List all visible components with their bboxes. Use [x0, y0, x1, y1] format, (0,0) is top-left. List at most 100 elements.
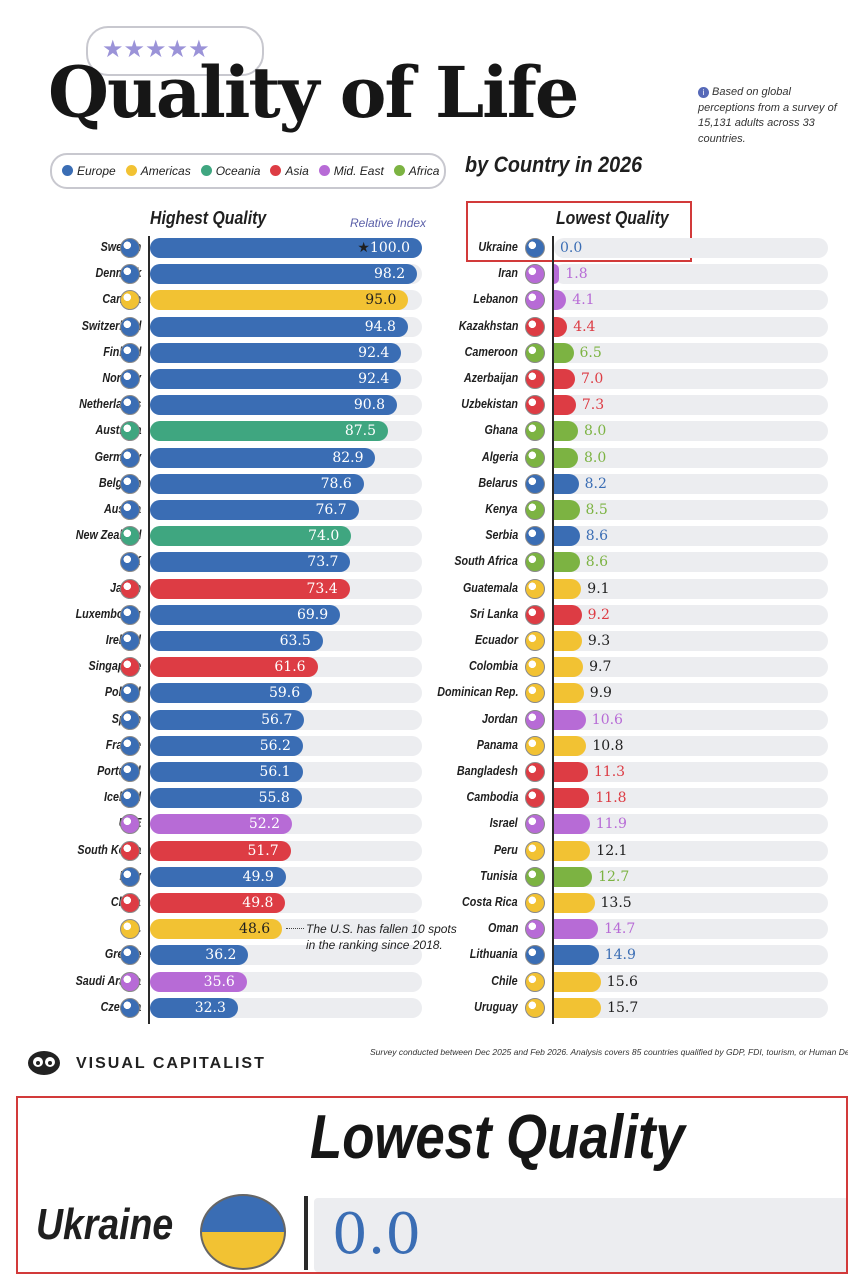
data-label: 14.9	[604, 947, 636, 964]
data-label-value: 95.0	[365, 292, 397, 309]
stars-bubble: ★★★★★	[86, 26, 264, 76]
bar-track	[554, 919, 828, 940]
flag-icon	[120, 578, 140, 599]
country-label: Kazakhstan	[458, 318, 518, 333]
flag-icon	[120, 762, 140, 782]
legend-dot-icon	[318, 165, 330, 176]
data-label-value: 92.4	[358, 344, 390, 361]
bar-track	[554, 526, 828, 547]
flag-icon	[120, 814, 140, 835]
data-label: 32.3	[195, 998, 226, 1018]
data-bar	[554, 971, 601, 992]
country-label: Costa Rica	[462, 895, 518, 909]
flag-icon	[120, 473, 140, 494]
bar-track	[554, 604, 828, 625]
data-label: 56.1	[259, 762, 290, 782]
data-bar	[150, 473, 364, 494]
data-label: 12.7	[598, 868, 630, 885]
bar-track	[554, 369, 828, 389]
country-label: Ecuador	[474, 633, 518, 647]
data-label: 94.8	[365, 317, 396, 337]
bar-track	[554, 631, 828, 651]
data-bar	[554, 997, 602, 1018]
bar-track	[554, 814, 828, 835]
data-label-value: 78.6	[320, 475, 352, 492]
data-bar	[150, 604, 341, 625]
data-bar	[150, 526, 352, 547]
data-bar	[150, 762, 303, 782]
flag-icon	[120, 395, 140, 416]
bar-track	[554, 657, 828, 678]
flag-icon	[120, 657, 140, 678]
flag-icon	[525, 762, 545, 782]
highlight-box	[466, 201, 692, 262]
country-label: Ghana	[484, 423, 518, 438]
flag-icon	[525, 316, 545, 337]
data-label: 73.4	[306, 579, 337, 599]
data-label: 90.8	[354, 395, 385, 415]
country-label: Ukraine	[478, 240, 518, 254]
data-label: 9.9	[589, 685, 612, 702]
bar-track	[554, 735, 828, 756]
data-bar	[150, 657, 318, 678]
country-label: Colombia	[469, 659, 518, 674]
flag-icon	[525, 683, 545, 704]
source-note: Survey conducted between Dec 2025 and Fe…	[370, 1047, 848, 1057]
data-bar	[554, 473, 579, 494]
data-bar	[554, 526, 580, 547]
bar-track	[554, 683, 828, 704]
legend-dot-icon	[270, 165, 282, 176]
country-label: South Africa	[454, 554, 518, 569]
data-label-value: 49.8	[242, 895, 274, 911]
flag-icon	[525, 866, 545, 887]
country-label: Sri Lanka	[469, 606, 518, 621]
flag-icon	[120, 997, 140, 1018]
flag-icon	[525, 500, 545, 520]
data-label: 9.3	[587, 633, 611, 649]
zoom-country-label: Ukraine	[36, 1200, 174, 1249]
data-bar	[554, 683, 584, 704]
bar-track	[554, 473, 828, 494]
data-label: 6.5	[579, 344, 602, 361]
bar-track	[554, 866, 828, 887]
data-label: 11.8	[595, 790, 627, 807]
data-label-value: 56.7	[261, 711, 293, 728]
data-bar	[554, 840, 591, 861]
data-bar	[554, 552, 580, 573]
flag-icon	[525, 473, 545, 494]
data-label: 0.0	[560, 240, 583, 256]
data-label: ★100.0	[357, 238, 410, 258]
flag-icon	[525, 290, 545, 311]
data-bar	[150, 709, 305, 730]
country-label: Algeria	[481, 449, 518, 464]
data-label: 8.0	[584, 423, 607, 440]
data-bar	[150, 500, 359, 520]
data-label: 1.8	[565, 266, 588, 283]
flag-icon	[525, 552, 545, 573]
stars-icons: ★★★★★	[102, 36, 210, 63]
bar-track	[554, 447, 828, 468]
data-label: 73.7	[307, 552, 338, 572]
data-bar	[554, 604, 582, 625]
data-label: 9.1	[587, 580, 610, 597]
flag-icon	[120, 421, 140, 442]
data-label-value: 56.1	[259, 764, 291, 780]
data-bar	[150, 631, 323, 651]
flag-icon	[120, 709, 140, 730]
flag-icon	[120, 683, 140, 704]
data-label-value: 32.3	[194, 999, 226, 1016]
bar-track	[554, 342, 828, 363]
data-bar	[554, 893, 595, 913]
data-bar	[150, 264, 418, 285]
data-bar	[150, 997, 238, 1018]
data-bar	[150, 552, 351, 573]
data-label: 55.8	[259, 788, 290, 808]
data-label-value: 98.2	[373, 266, 406, 283]
data-label-value: 100.0	[369, 240, 410, 256]
data-bar	[554, 709, 586, 730]
data-label-value: 90.8	[353, 397, 385, 414]
data-label-value: 94.8	[364, 318, 396, 335]
visual-capitalist-logo-icon	[28, 1051, 60, 1075]
zoom-axis	[304, 1196, 308, 1270]
data-label-value: 48.6	[239, 921, 271, 938]
